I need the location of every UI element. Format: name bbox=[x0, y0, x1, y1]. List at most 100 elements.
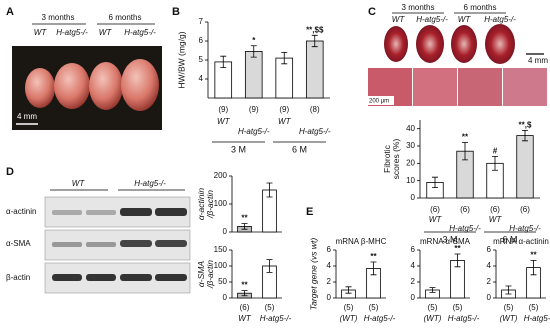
x-tick-label: (WT) bbox=[500, 314, 518, 323]
n-label: (5) bbox=[453, 303, 463, 312]
x-tick-label: WT bbox=[278, 117, 292, 126]
n-label: (6) bbox=[520, 205, 530, 214]
panel-label: E bbox=[306, 206, 313, 218]
y-tick-label: 0 bbox=[327, 293, 332, 302]
x-tick-label: WT bbox=[217, 117, 231, 126]
n-label: (5) bbox=[428, 303, 438, 312]
n-label: (5) bbox=[529, 303, 539, 312]
n-label: (9) bbox=[218, 105, 228, 114]
error-bar bbox=[462, 142, 468, 161]
annotation: **,$$ bbox=[306, 25, 324, 34]
panel-label: B bbox=[172, 6, 180, 18]
y-tick-label: 150 bbox=[214, 245, 228, 254]
y-tick-label: 0 bbox=[223, 293, 228, 302]
error-bar bbox=[432, 176, 438, 188]
error-bar bbox=[454, 253, 461, 268]
n-label: (6) bbox=[490, 205, 500, 214]
y-axis-label: /β-actin bbox=[205, 260, 215, 289]
annotation: ** bbox=[530, 251, 537, 260]
n-label: (6) bbox=[430, 205, 440, 214]
group-label: 3 M bbox=[231, 144, 246, 154]
n-label: (5) bbox=[265, 303, 275, 312]
y-tick-label: 20 bbox=[406, 158, 415, 167]
group-label: H-atg5-/- bbox=[484, 15, 516, 24]
n-label: (5) bbox=[344, 303, 354, 312]
group-label: 6 M bbox=[292, 144, 307, 154]
band bbox=[86, 274, 116, 281]
group-label: WT bbox=[72, 179, 86, 188]
x-tick-label: H-atg5-/- bbox=[260, 314, 292, 323]
group-label: 6 M bbox=[502, 234, 517, 244]
scale-label: 4 mm bbox=[17, 112, 37, 121]
y-tick-label: 6 bbox=[411, 245, 416, 254]
x-tick-label: H-atg5-/- bbox=[449, 224, 481, 233]
bar bbox=[244, 51, 263, 99]
y-tick-label: 0 bbox=[411, 193, 416, 202]
error-bar bbox=[311, 34, 318, 48]
group-label: WT bbox=[392, 15, 406, 24]
micrograph bbox=[413, 68, 457, 106]
x-tick-label: H-atg5-/- bbox=[364, 314, 396, 323]
annotation: ** bbox=[462, 133, 469, 142]
y-tick-label: 6 bbox=[327, 245, 332, 254]
group-label: H-atg5-/- bbox=[56, 28, 88, 37]
micrograph bbox=[503, 68, 547, 106]
band bbox=[120, 208, 152, 216]
band bbox=[52, 210, 82, 215]
group-label: WT bbox=[34, 28, 48, 37]
annotation: ** bbox=[241, 281, 248, 290]
n-label: (9) bbox=[249, 105, 259, 114]
x-tick-label: H-atg5-/- bbox=[448, 314, 480, 323]
band bbox=[52, 242, 82, 247]
error-bar bbox=[281, 52, 288, 65]
month-label: 3 months bbox=[42, 13, 75, 22]
band-label: α-actinin bbox=[6, 207, 36, 216]
y-tick-label: 6 bbox=[487, 245, 492, 254]
heart bbox=[89, 62, 123, 110]
n-label: (5) bbox=[369, 303, 379, 312]
y-tick-label: 10 bbox=[406, 176, 415, 185]
y-axis-label: Target gene (vs wt) bbox=[308, 238, 318, 311]
x-tick-label: H-atg5-/- bbox=[524, 314, 550, 323]
y-tick-label: 6 bbox=[199, 36, 204, 45]
y-tick-label: 30 bbox=[406, 141, 415, 150]
group-label: WT bbox=[458, 15, 472, 24]
x-tick-label: WT bbox=[429, 215, 443, 224]
error-bar bbox=[345, 286, 352, 294]
chart-title: mRNA α-actinin bbox=[493, 237, 549, 246]
band bbox=[155, 240, 187, 247]
y-tick-label: 100 bbox=[214, 261, 228, 270]
panel-label: A bbox=[6, 6, 14, 18]
x-tick-label: H-atg5-/- bbox=[238, 127, 270, 136]
annotation: **,$ bbox=[519, 121, 532, 130]
y-tick-label: 100 bbox=[214, 199, 228, 208]
heart-section bbox=[416, 25, 444, 63]
y-tick-label: 4 bbox=[199, 74, 204, 83]
heart bbox=[54, 63, 90, 109]
y-tick-label: 4 bbox=[487, 261, 492, 270]
error-bar bbox=[370, 261, 377, 276]
y-tick-label: 2 bbox=[327, 277, 332, 286]
panel-label: D bbox=[6, 166, 14, 178]
heart-section bbox=[485, 24, 515, 64]
n-label: (6) bbox=[460, 205, 470, 214]
band-label: α-SMA bbox=[6, 239, 31, 248]
x-tick-label: H-atg5-/- bbox=[509, 224, 541, 233]
x-tick-label: (WT) bbox=[424, 314, 442, 323]
group-label: 3 M bbox=[442, 234, 457, 244]
y-tick-label: 50 bbox=[218, 277, 227, 286]
month-label: 3 months bbox=[402, 3, 435, 12]
x-tick-label: WT bbox=[238, 314, 252, 323]
error-bar bbox=[429, 287, 436, 293]
month-label: 6 months bbox=[109, 13, 142, 22]
group-label: H-atg5-/- bbox=[134, 179, 166, 188]
chart-title: mRNA α-SMA bbox=[420, 237, 471, 246]
n-label: (5) bbox=[504, 303, 514, 312]
band bbox=[155, 208, 187, 216]
y-axis-label: scores (%) bbox=[391, 139, 401, 180]
heart-section bbox=[451, 25, 477, 63]
error-bar bbox=[266, 259, 273, 273]
y-axis-label: /β-actin bbox=[205, 190, 215, 219]
y-axis-label: HW/BW (mg/g) bbox=[176, 31, 186, 88]
